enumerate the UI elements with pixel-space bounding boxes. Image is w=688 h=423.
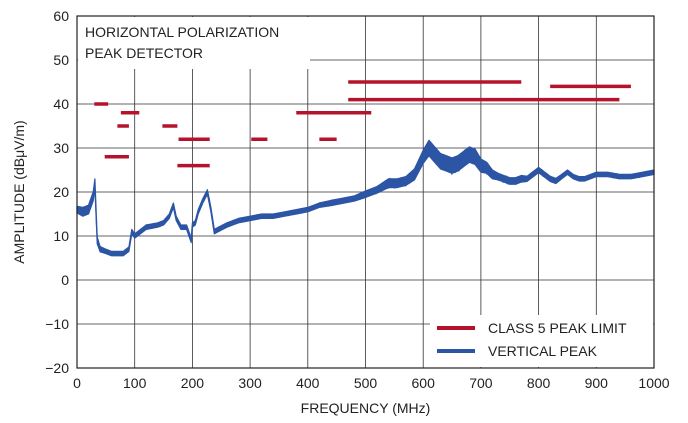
x-tick-label: 700 <box>469 375 493 391</box>
legend-label-limit: CLASS 5 PEAK LIMIT <box>488 320 627 336</box>
legend: CLASS 5 PEAK LIMIT VERTICAL PEAK <box>430 315 653 367</box>
x-tick-label: 0 <box>73 375 81 391</box>
x-tick-label: 200 <box>181 375 205 391</box>
annotation-line-2: PEAK DETECTOR <box>85 45 203 61</box>
x-tick-label: 100 <box>123 375 147 391</box>
y-tick-label: −10 <box>45 316 69 332</box>
y-tick-label: 10 <box>53 228 69 244</box>
plot-frame <box>76 15 655 369</box>
x-tick-label: 500 <box>354 375 378 391</box>
legend-background <box>430 315 653 367</box>
y-tick-label: 0 <box>61 272 69 288</box>
y-tick-label: 20 <box>53 184 69 200</box>
x-axis-title: FREQUENCY (MHz) <box>301 400 431 416</box>
y-tick-label: 60 <box>53 8 69 24</box>
x-tick-label: 600 <box>412 375 436 391</box>
y-tick-label: 50 <box>53 52 69 68</box>
x-tick-label: 1000 <box>638 375 669 391</box>
x-tick-label: 300 <box>238 375 262 391</box>
y-tick-label: 40 <box>53 96 69 112</box>
annotation-line-1: HORIZONTAL POLARIZATION <box>85 24 279 40</box>
x-tick-label: 900 <box>585 375 609 391</box>
y-tick-label: −20 <box>45 360 69 376</box>
y-tick-label: 30 <box>53 140 69 156</box>
legend-label-peak: VERTICAL PEAK <box>488 343 598 359</box>
tick-labels: 0 100 200 300 400 500 600 700 800 900 1000 −20 −10 0 1… <box>45 8 670 391</box>
class5-limit-series <box>94 80 631 168</box>
y-axis-title: AMPLITUDE (dBμV/m) <box>11 120 27 263</box>
x-tick-label: 800 <box>527 375 551 391</box>
annotation-box <box>78 17 310 69</box>
x-tick-label: 400 <box>296 375 320 391</box>
vertical-peak-line <box>76 142 654 257</box>
